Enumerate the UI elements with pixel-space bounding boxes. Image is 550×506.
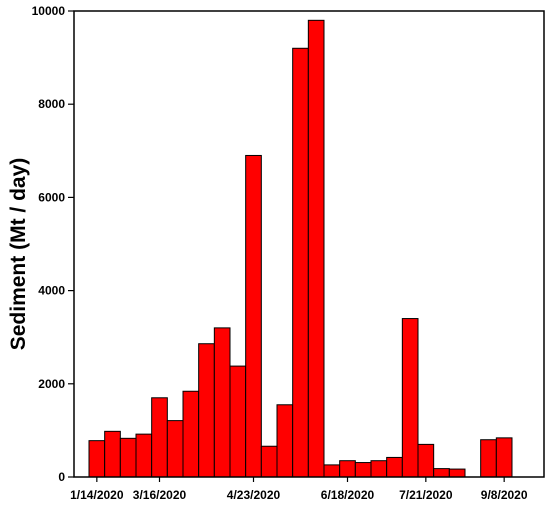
y-axis: 0 2000 4000 6000 8000 10000	[32, 4, 74, 484]
x-tick-label-4: 7/21/2020	[399, 488, 453, 502]
bar-6	[182, 390, 200, 478]
x-tick-label-5: 9/8/2020	[481, 488, 528, 502]
x-tick-label-0: 1/14/2020	[70, 488, 124, 502]
bar-12	[276, 404, 294, 478]
y-tick-label-1: 2000	[38, 377, 65, 391]
bar-13	[292, 47, 309, 478]
bar-18	[370, 460, 388, 478]
y-axis-title: Sediment (Mt / day)	[7, 158, 30, 351]
x-tick-label-3: 6/18/2020	[321, 488, 375, 502]
bar-3	[135, 433, 153, 478]
bar-20	[401, 318, 419, 478]
bar-14	[307, 19, 325, 478]
x-tick-label-2: 4/23/2020	[227, 488, 281, 502]
bar-15	[323, 464, 341, 478]
bar-5	[166, 420, 184, 478]
bars-group	[88, 19, 513, 478]
bar-10	[245, 154, 262, 478]
bar-7	[198, 343, 215, 478]
y-tick-label-2: 4000	[38, 284, 65, 298]
y-tick-label-4: 8000	[38, 97, 65, 111]
bar-16	[339, 460, 356, 478]
y-tick-label-0: 0	[58, 470, 65, 484]
bar-11	[260, 445, 278, 478]
bar-22	[433, 468, 450, 478]
bar-2	[119, 437, 137, 478]
bar-4	[151, 397, 168, 478]
x-tick-label-1: 3/16/2020	[133, 488, 187, 502]
bar-23	[448, 468, 466, 478]
bar-0	[88, 440, 106, 478]
plot-frame	[73, 10, 545, 478]
y-tick-label-5: 10000	[32, 4, 66, 18]
bar-21	[417, 443, 435, 478]
bar-9	[229, 365, 247, 478]
bar-8	[213, 327, 231, 478]
y-tick-label-3: 6000	[38, 190, 65, 204]
bar-17	[354, 462, 372, 478]
bar-19	[386, 456, 403, 478]
x-axis: 1/14/2020 3/16/2020 4/23/2020 6/18/2020 7/21…	[70, 477, 528, 502]
bar-1	[104, 430, 121, 478]
bar-26	[495, 437, 513, 478]
bar-25	[480, 439, 497, 478]
